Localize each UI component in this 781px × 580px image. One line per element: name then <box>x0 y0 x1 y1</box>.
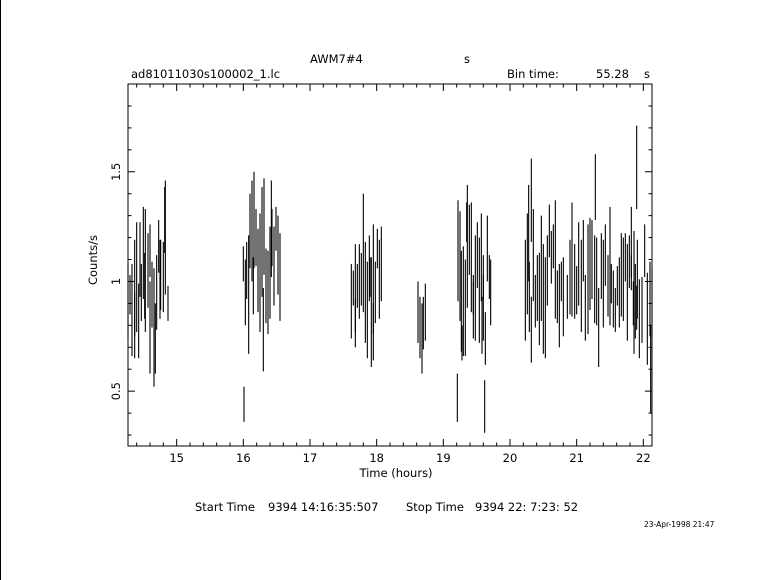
x-tick-label: 17 <box>303 451 318 465</box>
y-axis-label: Counts/s <box>86 235 100 285</box>
plot-frame <box>127 83 653 447</box>
x-tick-label: 18 <box>369 451 384 465</box>
object-name: AWM7#4 <box>310 52 363 66</box>
object-unit: s <box>464 52 470 66</box>
y-tick-label: 0.5 <box>109 382 123 400</box>
x-tick-label: 16 <box>236 451 251 465</box>
x-tick-label: 19 <box>436 451 451 465</box>
filename-label: ad81011030s100002_1.lc <box>131 67 281 81</box>
y-tick-label: 1 <box>109 278 123 285</box>
x-tick-label: 22 <box>636 451 651 465</box>
stop-time-value: 9394 22: 7:23: 52 <box>475 500 579 514</box>
x-axis-label: Time (hours) <box>358 466 432 480</box>
bin-time-value: 55.28 <box>596 67 629 81</box>
date-stamp: 23-Apr-1998 21:47 <box>644 520 715 529</box>
start-time-label: Start Time <box>195 500 255 514</box>
x-tick-label: 15 <box>169 451 184 465</box>
stop-time-label: Stop Time <box>406 500 464 514</box>
window-left-edge <box>0 0 1 580</box>
bin-time-unit: s <box>644 67 650 81</box>
start-time-value: 9394 14:16:35:507 <box>268 500 379 514</box>
x-tick-label: 21 <box>569 451 584 465</box>
y-tick-label: 1.5 <box>109 163 123 181</box>
x-tick-label: 20 <box>503 451 518 465</box>
bin-time-label: Bin time: <box>507 67 559 81</box>
